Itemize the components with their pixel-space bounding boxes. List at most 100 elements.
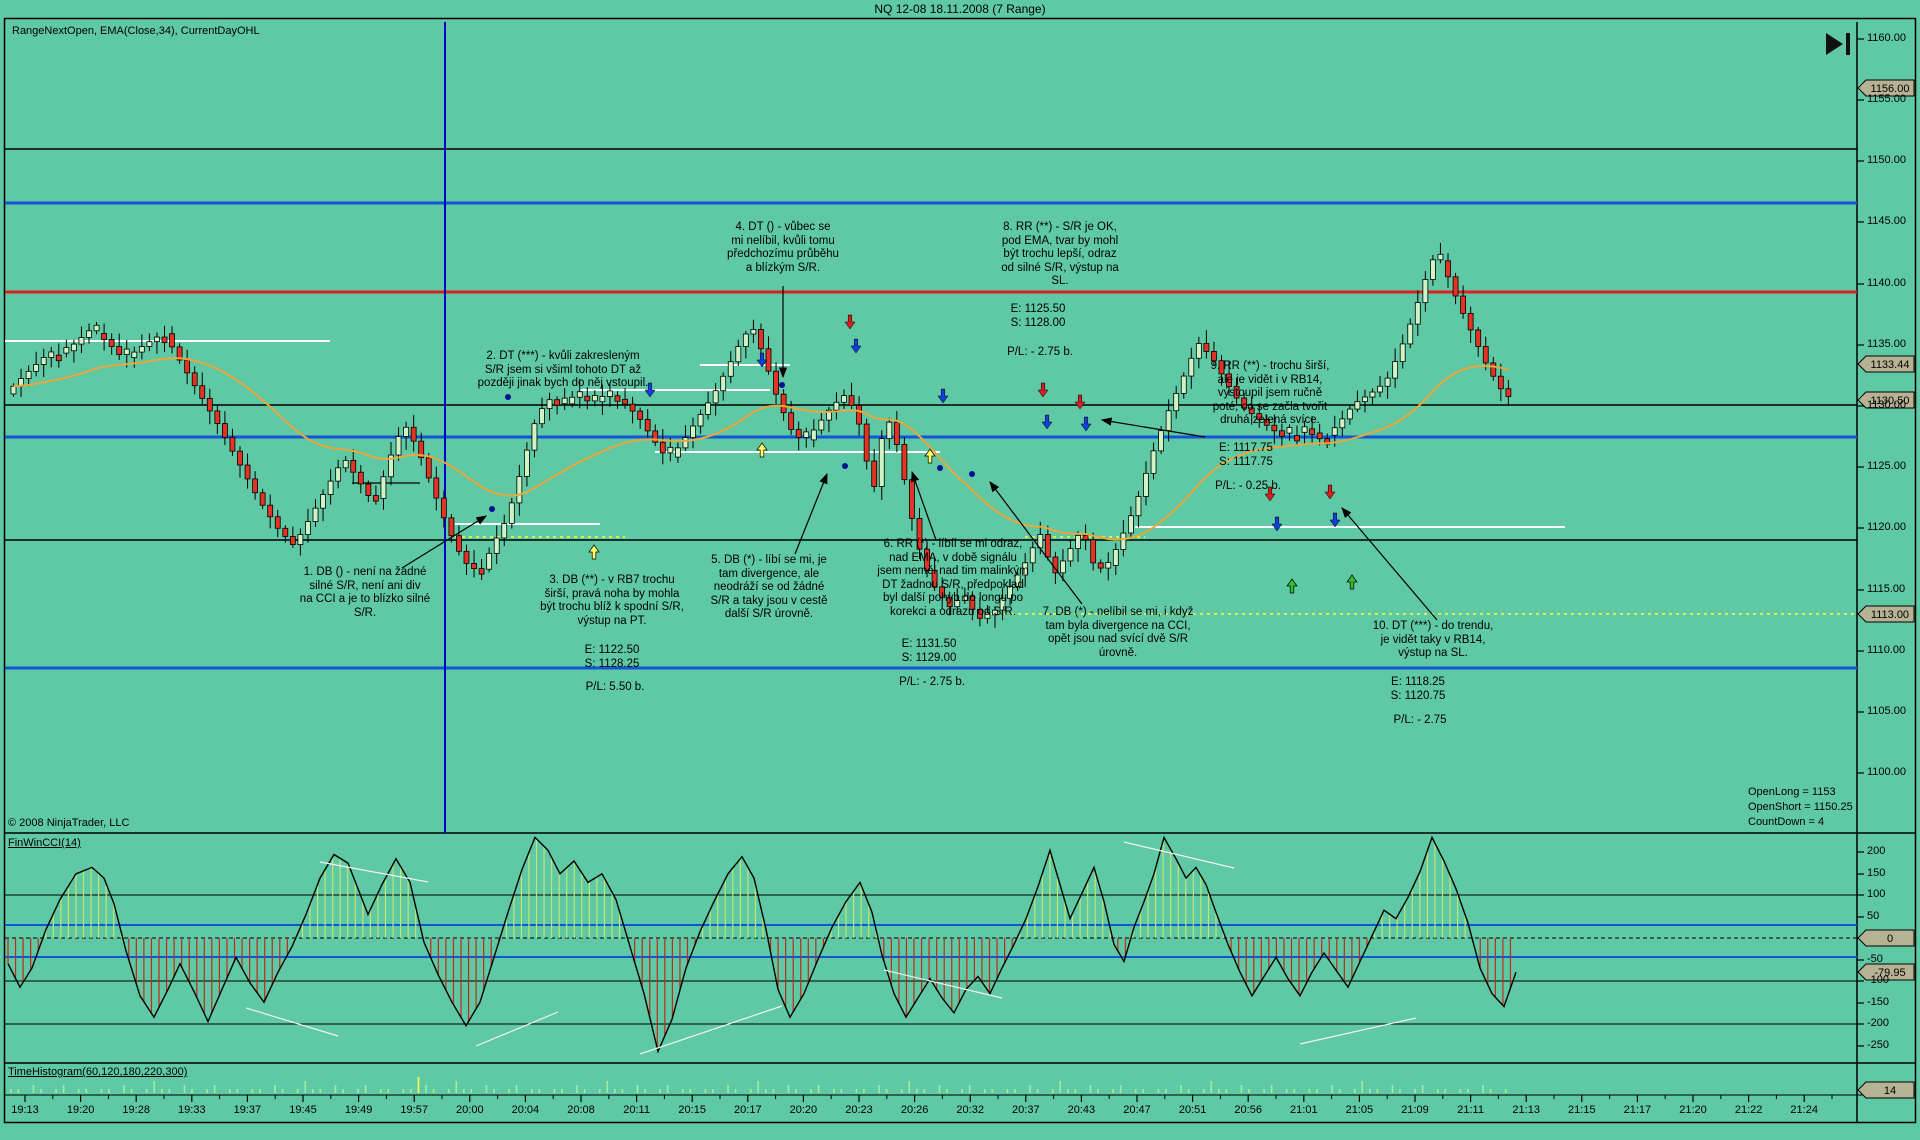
- time-histogram-bar: [1187, 1089, 1190, 1093]
- candle-up: [1029, 547, 1036, 564]
- candle-down: [554, 399, 560, 406]
- candle-down: [1263, 419, 1270, 426]
- candle-up: [501, 523, 508, 539]
- candle-up: [720, 375, 727, 392]
- time-histogram-bar: [991, 1089, 994, 1093]
- cci-divergence-line: [319, 861, 429, 883]
- cci-divergence-line: [245, 1007, 339, 1037]
- time-histogram-bar: [508, 1089, 510, 1093]
- signal-dot: [505, 394, 511, 400]
- candle-down: [191, 372, 198, 387]
- candle-down: [199, 385, 206, 399]
- entry-arrow-down: [1324, 484, 1336, 500]
- candle-down: [584, 395, 591, 402]
- time-histogram-bar: [1157, 1089, 1160, 1093]
- time-histogram-bar: [1270, 1085, 1273, 1093]
- entry-arrow-up: [1346, 574, 1358, 590]
- candle-up: [138, 346, 145, 353]
- time-histogram-bar: [727, 1085, 729, 1093]
- candle-down: [229, 436, 236, 452]
- candle-down: [637, 410, 644, 420]
- time-histogram-bar: [636, 1085, 639, 1093]
- candle-down: [252, 478, 259, 494]
- candle-down: [1309, 428, 1315, 435]
- candle-down: [1226, 373, 1232, 387]
- candle-down: [1090, 539, 1097, 564]
- time-histogram-bar: [1444, 1089, 1447, 1093]
- candle-up: [524, 449, 530, 477]
- candle-up: [810, 429, 817, 441]
- time-histogram-bar: [1218, 1089, 1220, 1093]
- time-histogram-bar: [689, 1089, 692, 1093]
- time-histogram-bar: [968, 1085, 971, 1093]
- candle-down: [410, 426, 417, 442]
- time-histogram-bar: [85, 1089, 88, 1093]
- candle-up: [705, 402, 711, 415]
- candle-down: [893, 421, 900, 445]
- candle-down: [939, 586, 946, 598]
- time-histogram-bar: [1338, 1089, 1341, 1093]
- candle-down: [456, 535, 462, 552]
- candle-up: [508, 502, 515, 524]
- price-badge-text: 1156.00: [1871, 83, 1910, 95]
- time-histogram-bar: [1029, 1085, 1031, 1093]
- time-histogram-bar: [1036, 1089, 1039, 1093]
- time-histogram-bar: [100, 1089, 103, 1093]
- candle-down: [1482, 346, 1489, 364]
- time-histogram-bar: [1436, 1089, 1439, 1093]
- go-to-last-bar-icon[interactable]: [1826, 33, 1850, 55]
- candle-up: [1437, 253, 1444, 261]
- candle-up: [1392, 361, 1399, 379]
- time-histogram-bar: [357, 1089, 359, 1093]
- signal-dot: [969, 471, 975, 477]
- candle-down: [780, 393, 787, 414]
- time-histogram-bar: [916, 1089, 918, 1093]
- annotation-pointer: [911, 470, 937, 541]
- candle-up: [712, 390, 719, 404]
- time-histogram-bar: [614, 1089, 616, 1093]
- candle-down: [924, 548, 930, 571]
- entry-arrow-down: [1041, 414, 1053, 430]
- time-histogram-bar: [1369, 1089, 1371, 1093]
- candle-up: [86, 330, 92, 338]
- candle-down: [916, 518, 923, 550]
- candle-up: [1180, 375, 1187, 394]
- candle-up: [961, 595, 968, 601]
- candle-down: [259, 492, 266, 506]
- time-histogram-bar: [463, 1089, 465, 1093]
- time-histogram-bar: [402, 1089, 405, 1093]
- annotation-pointer: [794, 472, 828, 555]
- time-histogram-bar: [832, 1089, 835, 1093]
- candle-up: [984, 612, 991, 619]
- time-histogram-bar: [1180, 1085, 1182, 1093]
- candle-up: [342, 459, 349, 469]
- candle-up: [63, 347, 70, 354]
- candle-up: [599, 396, 606, 403]
- entry-arrow-up: [924, 448, 936, 464]
- candle-up: [1339, 418, 1346, 429]
- candle-up: [735, 346, 742, 363]
- candle-down: [274, 516, 281, 529]
- candle-down: [169, 333, 175, 348]
- candle-up: [1075, 535, 1081, 550]
- time-histogram-bar: [425, 1085, 427, 1093]
- candle-up: [327, 480, 334, 495]
- candle-up: [1128, 515, 1134, 534]
- candle-up: [999, 597, 1006, 611]
- chart-border: [3, 17, 1917, 1124]
- candle-up: [486, 552, 493, 570]
- time-histogram-bar: [62, 1085, 65, 1093]
- time-histogram-bar: [281, 1089, 284, 1093]
- time-histogram-bar: [538, 1089, 541, 1093]
- time-histogram-bar: [334, 1085, 337, 1093]
- candle-down: [478, 568, 485, 575]
- candle-up: [1135, 496, 1142, 517]
- candle-down: [1097, 562, 1104, 569]
- candle-down: [350, 459, 357, 473]
- time-histogram-bar: [1240, 1085, 1243, 1093]
- candle-down: [471, 563, 477, 570]
- candle-up: [335, 467, 342, 482]
- candle-up: [40, 357, 47, 365]
- candle-up: [48, 351, 55, 358]
